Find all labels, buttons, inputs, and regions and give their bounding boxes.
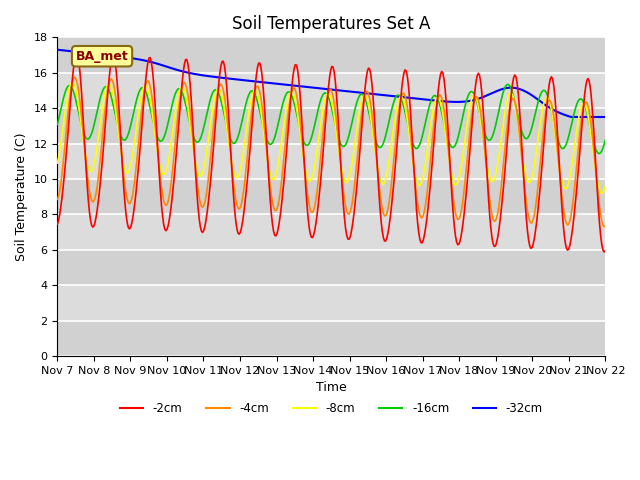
Bar — [58, 144, 605, 179]
Bar — [58, 285, 605, 321]
Bar — [58, 321, 605, 356]
X-axis label: Time: Time — [316, 381, 347, 394]
Bar — [58, 37, 605, 73]
Text: BA_met: BA_met — [76, 50, 129, 63]
Bar — [58, 108, 605, 144]
Bar — [58, 179, 605, 215]
Y-axis label: Soil Temperature (C): Soil Temperature (C) — [15, 132, 28, 261]
Bar — [58, 250, 605, 285]
Bar — [58, 215, 605, 250]
Bar — [58, 73, 605, 108]
Title: Soil Temperatures Set A: Soil Temperatures Set A — [232, 15, 431, 33]
Legend: -2cm, -4cm, -8cm, -16cm, -32cm: -2cm, -4cm, -8cm, -16cm, -32cm — [115, 398, 548, 420]
